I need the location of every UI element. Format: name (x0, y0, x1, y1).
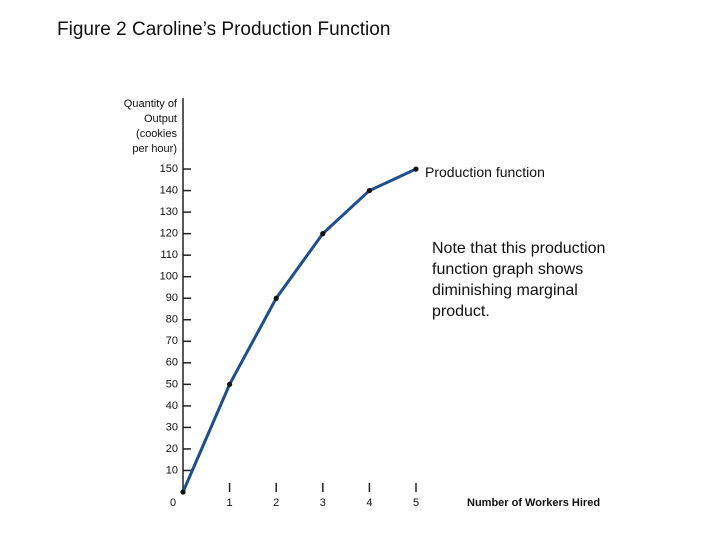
y-tick-label: 60 (166, 357, 178, 369)
y-tick-label: 50 (166, 378, 178, 390)
y-tick-label: 100 (160, 271, 178, 283)
y-tick-label: 40 (166, 400, 178, 412)
y-axis-label: Output (144, 113, 177, 125)
y-axis-label: Quantity of (124, 98, 178, 110)
y-tick-label: 80 (166, 314, 178, 326)
x-axis-label: Number of Workers Hired (467, 497, 600, 509)
y-tick-label: 130 (160, 206, 178, 218)
series-label: Production function (425, 164, 545, 180)
y-tick-label: 120 (160, 228, 178, 240)
x-tick-label: 4 (366, 497, 372, 509)
line (181, 167, 417, 493)
x-tick-label: 3 (320, 497, 326, 509)
y-tick-label: 70 (166, 335, 178, 347)
y-tick-label: 150 (160, 163, 178, 175)
annotation: diminishing marginal (432, 282, 578, 299)
y-tick-label: 110 (160, 249, 178, 261)
point (227, 381, 233, 387)
y-axis-label: per hour) (132, 143, 177, 155)
y-axis-label: (cookies (136, 128, 177, 140)
y-tick-label: 20 (166, 443, 178, 455)
point (273, 295, 279, 301)
x-tick-label: 2 (273, 497, 279, 509)
x-tick-label: 5 (413, 497, 419, 509)
chart-title: Figure 2 Caroline’s Production Function (57, 19, 390, 40)
y-tick-label: 10 (166, 464, 178, 476)
y-tick-label: 140 (160, 184, 178, 196)
annotation: product. (432, 303, 490, 320)
point (180, 489, 186, 495)
annotation: function graph shows (432, 261, 583, 278)
x-tick-label: 1 (227, 497, 233, 509)
x-tick-label: 0 (170, 497, 176, 509)
point (320, 231, 326, 237)
point (413, 166, 419, 172)
annotation: Note that this production (432, 240, 605, 257)
y-tick-label: 30 (166, 421, 178, 433)
point (366, 187, 372, 194)
y-tick-label: 90 (166, 292, 178, 304)
